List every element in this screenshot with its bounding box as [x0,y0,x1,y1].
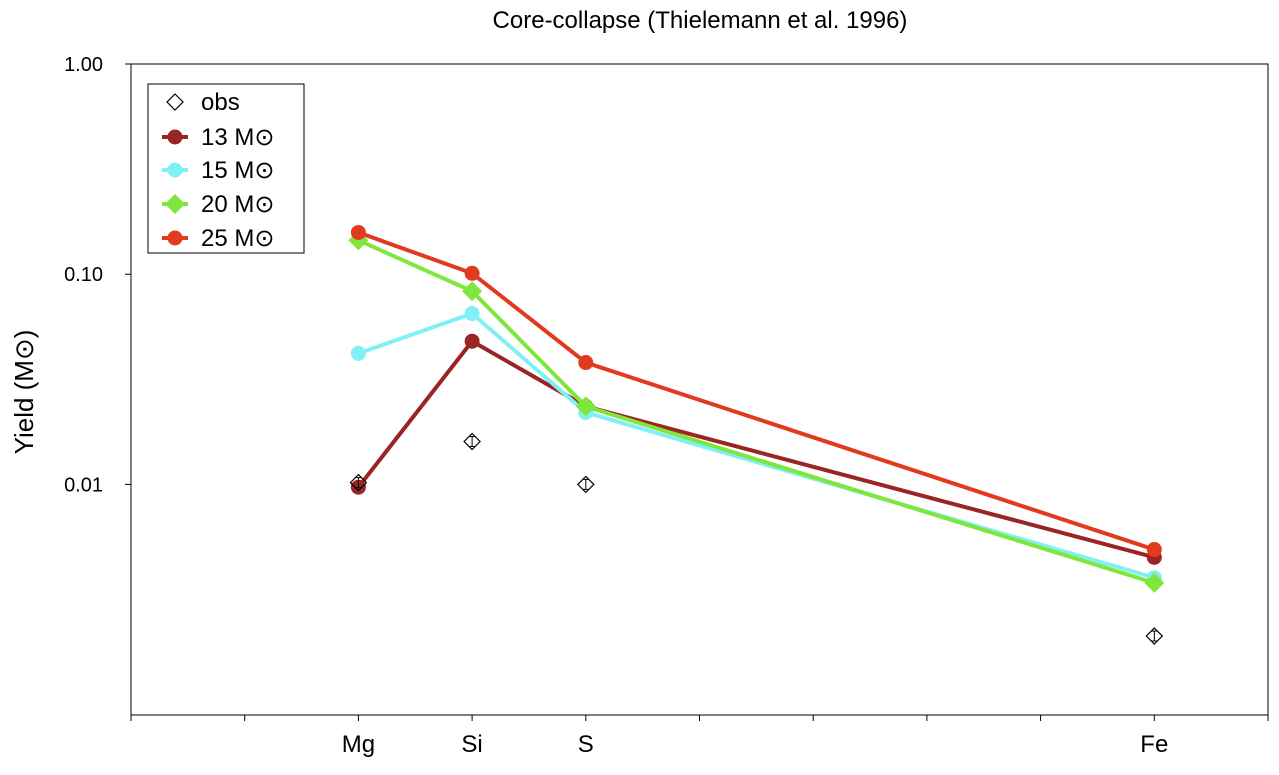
data-point [350,224,366,240]
data-point [464,265,480,281]
x-tick-label: Si [461,731,482,758]
legend-label: 15 M⊙ [201,157,274,184]
legend-marker [167,129,183,145]
x-tick-label: S [578,731,594,758]
legend-marker [166,93,184,111]
data-point [462,281,483,302]
chart-title: Core-collapse (Thielemann et al. 1996) [493,7,908,34]
y-tick-label: 1.00 [64,54,103,76]
series-layer [348,224,1165,593]
series-4 [350,224,1162,558]
y-tick-label: 0.01 [64,474,103,496]
x-tick-label: Mg [342,731,375,758]
observed-marker [463,432,481,451]
legend-item-2: 15 M⊙ [162,157,274,184]
observed-point [463,432,481,451]
observed-layer [349,432,1164,645]
data-point [464,333,480,349]
legend-label: obs [201,89,240,116]
legend-label: 25 M⊙ [201,225,274,252]
series-line [356,339,1155,560]
observed-point [1145,627,1164,645]
legend-item-3: 20 M⊙ [162,191,274,218]
legend: obs 13 M⊙ 15 M⊙ 20 M⊙ 25 M⊙ [147,83,305,254]
legend-marker [165,194,185,214]
legend-item-4: 25 M⊙ [162,225,274,252]
legend-item-obs: obs [166,89,240,116]
series-3 [348,230,1165,593]
series-line [357,238,1155,585]
y-tick-label: 0.10 [64,264,103,286]
legend-label: 20 M⊙ [201,191,274,218]
series-line [357,230,1155,552]
data-point [350,345,366,361]
observed-point [349,473,368,492]
observed-point [576,475,595,494]
data-point [578,355,594,371]
data-point [464,306,480,322]
y-axis-label: Yield (M⊙) [9,330,39,455]
data-point [1146,542,1162,558]
data-point [575,396,596,417]
legend-marker [167,230,183,246]
data-point [1144,572,1165,593]
y-axis-ticks: 1.00 0.10 0.01 [64,54,131,496]
observed-marker [576,475,595,494]
legend-label: 13 M⊙ [201,124,274,151]
observed-marker [1145,627,1164,645]
series-line [357,311,1155,580]
x-tick-label: Fe [1140,731,1168,758]
x-axis-ticks: Mg Si S Fe [130,715,1269,758]
legend-item-1: 13 M⊙ [162,124,274,151]
legend-marker [167,162,183,178]
observed-marker [349,473,368,492]
